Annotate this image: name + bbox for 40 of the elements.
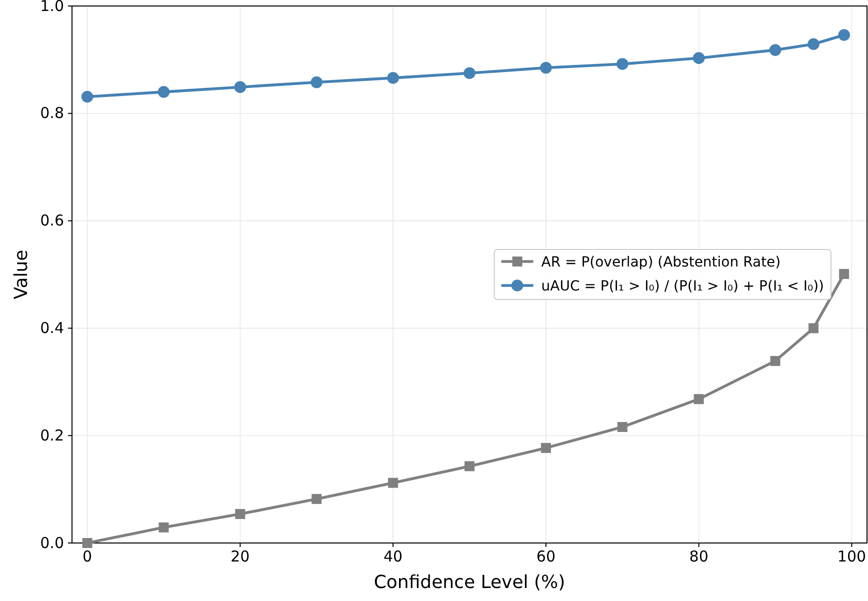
point — [540, 62, 552, 74]
x-tick-label: 0 — [82, 548, 92, 566]
point — [540, 442, 551, 453]
y-tick-label: 0.8 — [40, 104, 64, 122]
x-axis-title: Confidence Level (%) — [374, 572, 566, 593]
x-tick-label: 100 — [837, 548, 866, 566]
point — [82, 538, 92, 548]
point — [769, 44, 782, 56]
y-tick-label: 1.0 — [40, 0, 64, 15]
point — [312, 494, 322, 504]
point — [617, 422, 628, 432]
point — [808, 38, 820, 50]
y-tick-label: 0.6 — [40, 212, 64, 230]
point — [158, 522, 169, 532]
point — [158, 86, 170, 98]
point — [388, 478, 398, 488]
point — [770, 356, 780, 366]
point — [464, 67, 476, 80]
x-tick-label: 20 — [230, 548, 250, 566]
point — [692, 52, 705, 64]
x-tick-label: 40 — [384, 548, 403, 566]
point — [694, 394, 704, 404]
point — [838, 29, 850, 41]
legend-label: AR = P(overlap) (Abstention Rate) — [541, 254, 781, 270]
point — [464, 461, 474, 472]
y-axis-title: Value — [11, 250, 32, 300]
y-tick-label: 0.4 — [40, 319, 64, 337]
point — [387, 72, 399, 84]
point — [310, 76, 323, 88]
point — [616, 58, 628, 70]
point — [235, 509, 246, 519]
point — [81, 90, 94, 103]
point — [808, 323, 818, 334]
point — [839, 268, 850, 279]
x-tick-label: 80 — [689, 548, 708, 566]
point — [234, 81, 246, 93]
x-tick-label: 60 — [536, 548, 556, 566]
y-tick-label: 0.0 — [40, 534, 64, 552]
legend-label: uAUC = P(I₁ > I₀) / (P(I₁ > I₀) + P(I₁ < I₀)) — [541, 278, 824, 294]
y-tick-label: 0.2 — [40, 426, 64, 444]
